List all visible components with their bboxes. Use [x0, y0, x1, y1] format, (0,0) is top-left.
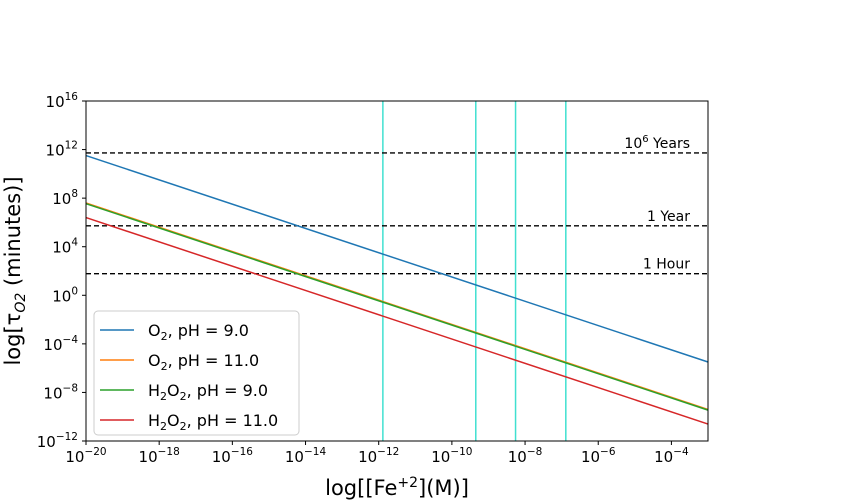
x-tick-label: 10−20: [65, 446, 106, 466]
y-tick-label: 10−12: [37, 431, 78, 451]
legend-box: [93, 310, 300, 436]
vertical-lines-group: [382, 101, 567, 441]
annotations-group: 106 Years 1 Year 1 Hour: [624, 134, 690, 273]
plot-frame: [85, 100, 709, 442]
y-tick-label: 104: [52, 237, 78, 257]
legend-label-1: O2, pH = 9.0: [148, 321, 249, 343]
series-line-4: [85, 216, 709, 425]
y-tick-label: 1012: [46, 140, 78, 160]
y-tick-label: 100: [52, 285, 78, 305]
reference-line-label-1: 106 Years: [624, 134, 690, 152]
y-tick-label: 108: [52, 188, 78, 208]
x-tick-label: 10−6: [581, 446, 616, 466]
x-tick-label: 10−10: [431, 446, 472, 466]
reference-line-label-3: 1 Hour: [643, 257, 690, 273]
legend-label-2: O2, pH = 11.0: [148, 351, 259, 373]
series-line-1: [85, 154, 709, 363]
x-tick-label: 10−18: [139, 446, 180, 466]
x-tick-label: 10−14: [285, 446, 327, 466]
y-tick-label: 1016: [46, 91, 79, 111]
y-tick-label: 10−4: [43, 334, 78, 354]
legend-label-3: H2O2, pH = 9.0: [148, 381, 268, 403]
series-group: [85, 154, 709, 425]
x-tick-label: 10−16: [212, 446, 254, 466]
x-axis: 10−20 10−18 10−16 10−14 10−12 10−10 10−8 10−6 10…: [65, 441, 689, 466]
legend: O2, pH = 9.0 O2, pH = 11.0 H2O2, pH = 9.0 H…: [93, 310, 300, 436]
series-line-3: [85, 202, 709, 411]
x-axis-label: log[[Fe+2](M)]: [325, 475, 469, 500]
reference-line-label-2: 1 Year: [647, 209, 690, 225]
x-tick-label: 10−12: [358, 446, 399, 466]
x-tick-label: 10−8: [508, 446, 543, 466]
legend-label-4: H2O2, pH = 11.0: [148, 411, 278, 433]
y-axis-label: log[τO2 (minutes)]: [1, 176, 29, 365]
y-axis: 10−12 10−8 10−4 100 104 108 1012 1016: [37, 91, 86, 451]
x-tick-label: 10−4: [654, 446, 689, 466]
y-tick-label: 10−8: [43, 382, 78, 402]
